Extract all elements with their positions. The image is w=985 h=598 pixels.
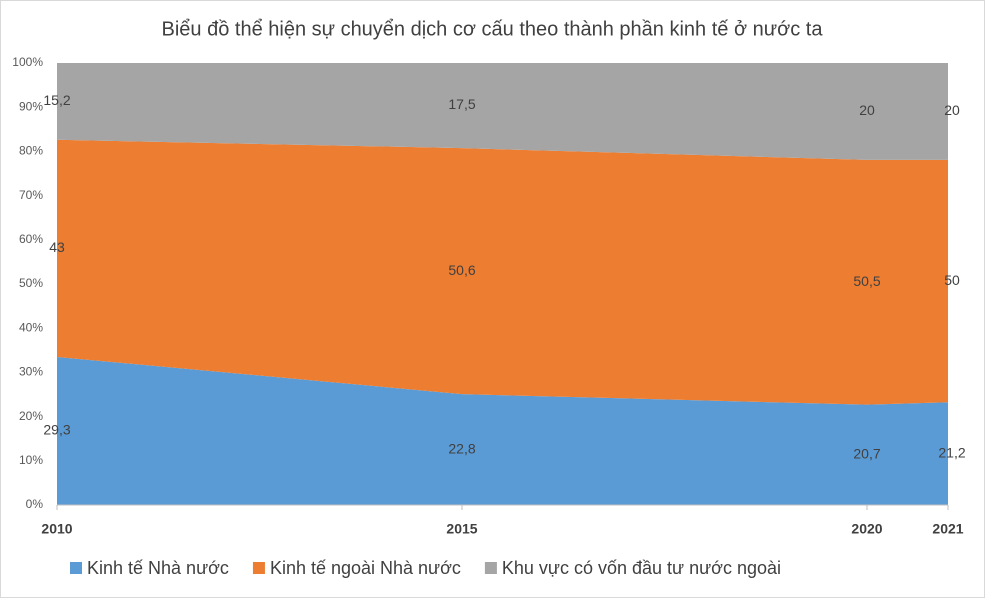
- y-tick-label: 30%: [19, 365, 43, 379]
- legend-label: Khu vực có vốn đầu tư nước ngoài: [502, 558, 781, 578]
- area-series: [57, 356, 948, 505]
- y-tick-label: 20%: [19, 409, 43, 423]
- data-label: 17,5: [448, 96, 475, 112]
- x-tick-label: 2021: [932, 521, 963, 537]
- data-label: 50,5: [853, 273, 880, 289]
- legend-label: Kinh tế Nhà nước: [87, 558, 229, 578]
- data-label: 15,2: [43, 92, 70, 108]
- x-tick-label: 2010: [41, 521, 72, 537]
- x-tick-label: 2015: [446, 521, 477, 537]
- y-tick-label: 70%: [19, 188, 43, 202]
- data-label: 43: [49, 239, 65, 255]
- data-label: 20: [859, 102, 875, 118]
- data-label: 20: [944, 102, 960, 118]
- x-tick-label: 2020: [851, 521, 882, 537]
- y-tick-label: 40%: [19, 320, 43, 334]
- legend-swatch: [252, 562, 265, 574]
- plot-area: [57, 63, 948, 505]
- y-tick-label: 50%: [19, 276, 43, 290]
- legend-label: Kinh tế ngoài Nhà nước: [270, 558, 461, 578]
- chart-title: Biểu đồ thể hiện sự chuyển dịch cơ cấu t…: [162, 18, 824, 40]
- area-series: [57, 139, 948, 405]
- y-tick-label: 10%: [19, 453, 43, 467]
- y-tick-label: 60%: [19, 232, 43, 246]
- data-label: 21,2: [938, 444, 965, 460]
- data-label: 29,3: [43, 422, 70, 438]
- legend-swatch: [70, 562, 82, 574]
- y-tick-label: 100%: [12, 55, 43, 69]
- y-tick-label: 90%: [19, 99, 43, 113]
- y-tick-label: 80%: [19, 144, 43, 158]
- data-label: 22,8: [448, 440, 475, 456]
- data-label: 50: [944, 272, 960, 288]
- data-label: 20,7: [853, 446, 880, 462]
- data-label: 50,6: [448, 262, 475, 278]
- y-tick-label: 0%: [26, 497, 44, 511]
- area-series: [57, 63, 948, 160]
- legend-swatch: [484, 562, 497, 574]
